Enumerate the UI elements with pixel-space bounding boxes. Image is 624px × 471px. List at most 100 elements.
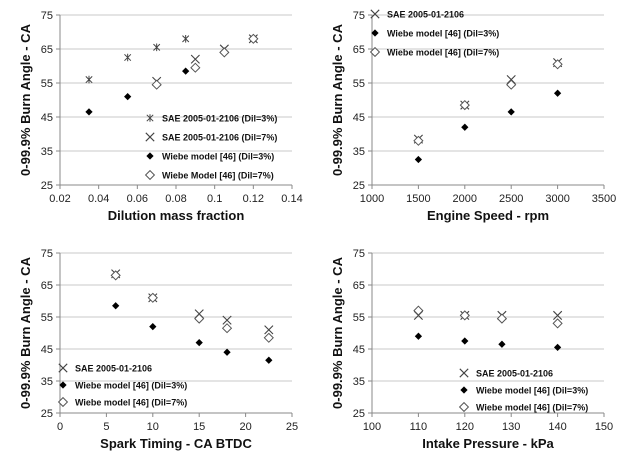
data-point-diamond-filled [124, 92, 132, 101]
x-tick-label: 15 [193, 421, 205, 433]
data-point-x [190, 54, 200, 64]
x-tick-label: 110 [410, 421, 428, 433]
chart-2: 25 35 45 55 65 75 1000 1500 2000 2500 3000 3500 Engi… [330, 9, 616, 223]
data-point-diamond-open [552, 59, 563, 70]
data-point-x [553, 310, 563, 320]
x-tick-label: 3000 [545, 193, 569, 205]
y-tick-label: 35 [41, 146, 53, 158]
data-point-star [182, 35, 190, 43]
y-tick-label: 45 [41, 112, 53, 124]
x-tick-label: 130 [502, 421, 520, 433]
x-tick-label: 0.12 [243, 193, 264, 205]
data-point-diamond-filled [498, 340, 506, 348]
data-point-diamond-open [219, 47, 230, 58]
data-point-x [222, 315, 232, 325]
data-point-diamond-filled [85, 108, 93, 116]
data-point-star [124, 53, 132, 62]
y-tick-label: 45 [353, 344, 365, 356]
y-tick-label: 75 [353, 248, 365, 260]
y-tick-label: 65 [41, 280, 53, 292]
legend: SAE 2005-01-2106 Wiebe model [46] (Dil=3%… [369, 9, 499, 58]
legend-marker-x [58, 363, 68, 373]
legend-marker-diamond-open [369, 46, 381, 58]
x-tick-label: 0.02 [49, 193, 70, 205]
data-point-diamond-open [263, 332, 274, 343]
x-tick-label: 0.06 [127, 193, 148, 205]
y-tick-label: 55 [41, 78, 53, 90]
legend-label: Wiebe Model [46] (Dil=7%) [162, 171, 274, 181]
data-point-diamond-open [459, 310, 470, 321]
chart-4: 25 35 45 55 65 75 100 110 120 130 140 150 Intake Pre… [330, 248, 613, 451]
data-point-diamond-open [496, 313, 508, 324]
chart-1: 25 35 45 55 65 75 0.02 0.04 0.06 0.08 0.1 0.12 0.14 D… [18, 10, 303, 223]
legend-label: Wiebe model [46] (Dil=7%) [387, 48, 499, 58]
legend-label: SAE 2005-01-2106 [387, 10, 464, 20]
data-point-diamond-filled [195, 338, 203, 347]
data-point-diamond-open [190, 62, 201, 73]
data-point-diamond-open [413, 305, 424, 316]
data-point-diamond-open [221, 323, 233, 334]
y-axis-title: 0-99.9% Burn Angle - CA [18, 23, 33, 176]
y-tick-label: 25 [41, 180, 53, 192]
x-tick-label: 1500 [406, 193, 430, 205]
legend-marker-diamond-filled [146, 152, 154, 160]
x-tick-label: 140 [548, 421, 566, 433]
x-tick-label: 0.1 [207, 193, 222, 205]
data-point-star [85, 75, 93, 84]
legend-label: SAE 2005-01-2106 (Dil=7%) [162, 133, 277, 143]
data-point-diamond-filled [553, 343, 562, 352]
legend-label: Wiebe model [46] (Dil=3%) [476, 386, 588, 396]
legend-marker-diamond-filled [460, 386, 468, 394]
y-tick-label: 25 [353, 408, 365, 420]
x-axis-title: Engine Speed - rpm [427, 208, 549, 223]
y-tick-label: 55 [41, 312, 53, 324]
y-tick-label: 65 [41, 44, 53, 56]
legend-label: SAE 2005-01-2106 [476, 369, 553, 379]
x-tick-label: 0 [57, 421, 63, 433]
y-tick-label: 75 [41, 10, 53, 22]
x-tick-label: 0.14 [281, 193, 302, 205]
legend-marker-diamond-open [458, 401, 470, 413]
legend: SAE 2005-01-2106 (Dil=3%) SAE 2005-01-210… [144, 114, 277, 181]
y-tick-label: 65 [353, 44, 365, 56]
y-axis-title: 0-99.9% Burn Angle - CA [330, 23, 345, 176]
y-axis-title: 0-99.9% Burn Angle - CA [330, 256, 345, 409]
legend-marker-diamond-open [57, 396, 69, 408]
x-axis-title: Spark Timing - CA BTDC [100, 436, 252, 451]
x-tick-label: 5 [103, 421, 109, 433]
legend-label: Wiebe model [46] (Dil=3%) [75, 381, 187, 391]
data-point-diamond-open [151, 79, 162, 90]
data-point-diamond-filled [112, 302, 120, 310]
y-tick-label: 25 [41, 408, 53, 420]
x-tick-label: 2500 [499, 193, 523, 205]
y-tick-label: 55 [353, 312, 365, 324]
data-point-diamond-open [248, 33, 259, 44]
data-point-diamond-filled [461, 123, 469, 131]
y-tick-label: 55 [353, 78, 365, 90]
y-tick-label: 75 [41, 248, 53, 260]
y-tick-label: 45 [353, 112, 365, 124]
x-tick-label: 20 [239, 421, 251, 433]
legend-label: Wiebe model [46] (Dil=7%) [75, 398, 187, 408]
x-tick-label: 150 [595, 421, 613, 433]
y-tick-label: 35 [41, 376, 53, 388]
x-tick-label: 2000 [453, 193, 477, 205]
legend-marker-diamond-open [144, 169, 156, 181]
data-point-diamond-open [413, 135, 424, 146]
data-point-diamond-filled [414, 155, 423, 164]
legend-marker-x [145, 132, 155, 142]
data-point-diamond-open [194, 313, 205, 324]
data-point-star [153, 43, 161, 52]
y-tick-label: 75 [353, 10, 365, 22]
x-tick-label: 100 [363, 421, 381, 433]
y-tick-label: 65 [353, 280, 365, 292]
data-point-diamond-filled [414, 332, 423, 340]
data-point-diamond-filled [553, 89, 562, 97]
legend-marker-diamond-filled [371, 29, 379, 37]
data-point-diamond-open [110, 270, 121, 281]
legend-label: Wiebe model [46] (Dil=7%) [476, 403, 588, 413]
legend-label: SAE 2005-01-2106 (Dil=3%) [162, 114, 277, 124]
x-axis-title: Intake Pressure - kPa [422, 436, 554, 451]
data-point-diamond-open [147, 292, 158, 303]
legend: SAE 2005-01-2106 Wiebe model [46] (Dil=3%… [458, 368, 588, 413]
